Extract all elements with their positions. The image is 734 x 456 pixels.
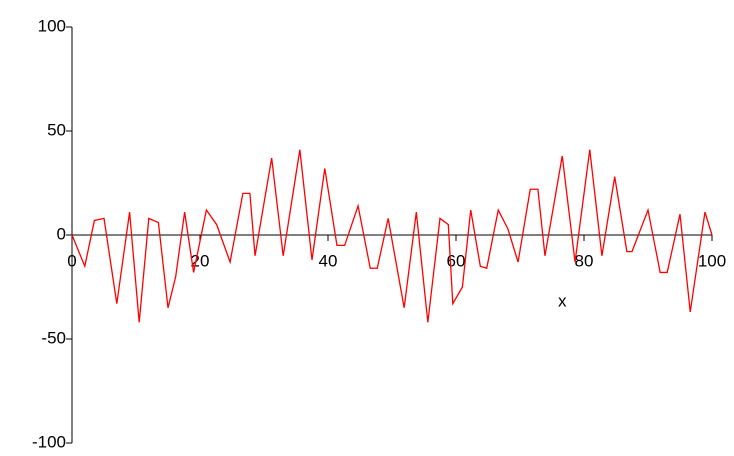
x-tick-label: 80	[575, 251, 594, 270]
x-tick-label: 0	[67, 251, 76, 270]
y-tick-label: -100	[32, 432, 66, 451]
y-tick-label: -50	[41, 328, 66, 347]
x-tick-label: 40	[319, 251, 338, 270]
y-tick-label: 0	[57, 224, 66, 243]
data-line	[71, 149, 713, 323]
y-tick-label: 100	[38, 16, 66, 35]
x-tick-label: 100	[698, 251, 726, 270]
y-tick-label: 50	[47, 120, 66, 139]
x-axis-label: x	[558, 291, 567, 310]
